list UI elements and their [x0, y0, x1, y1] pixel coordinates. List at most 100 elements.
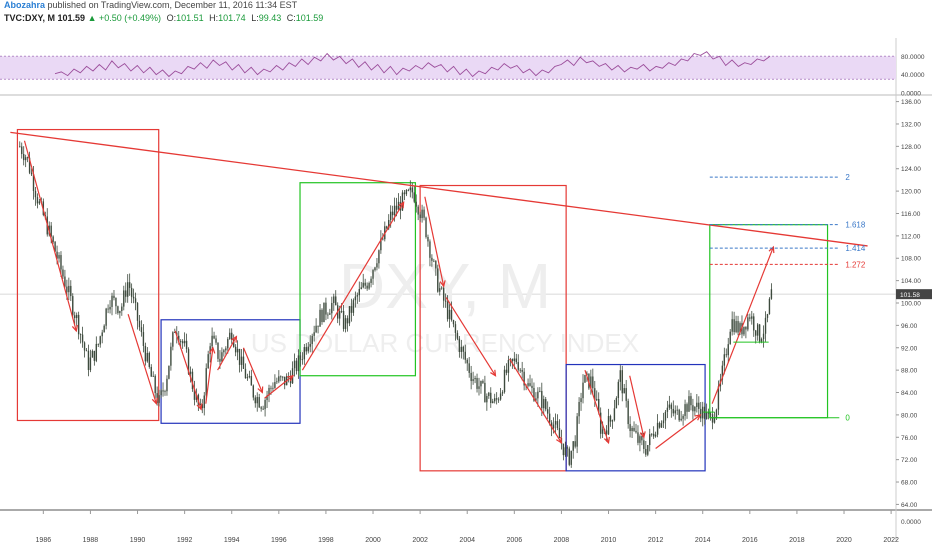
candle-body	[764, 317, 767, 334]
candle-body	[150, 366, 152, 377]
x-tick-label: 2020	[836, 537, 852, 544]
candle-body	[199, 404, 202, 405]
candle-body	[631, 427, 633, 432]
candle-body	[582, 382, 584, 399]
candle-body	[140, 327, 143, 333]
candle-body	[301, 359, 304, 361]
arrow-head	[286, 374, 295, 382]
candle-body	[354, 296, 357, 301]
arrow-head	[556, 436, 563, 445]
lower-axis-label: 0.0000	[901, 519, 921, 526]
y-tick-label: 112.00	[901, 233, 921, 240]
candle-body	[56, 251, 58, 259]
candle-body	[462, 346, 464, 352]
candle-body	[338, 311, 341, 319]
candle-body	[580, 398, 582, 402]
candle-body	[609, 416, 612, 422]
candle-body	[552, 424, 555, 429]
candle-body	[723, 354, 726, 366]
candle-body	[74, 315, 76, 319]
candle-body	[21, 146, 23, 155]
candle-body	[352, 300, 355, 313]
arrow-head	[71, 324, 78, 333]
x-tick-label: 1994	[224, 537, 240, 544]
candle-body	[282, 376, 284, 378]
candle-body	[474, 378, 476, 380]
candle-body	[376, 263, 378, 268]
candle-body	[503, 369, 506, 393]
candle-body	[747, 317, 749, 330]
candle-body	[297, 355, 300, 372]
candle-body	[607, 416, 610, 435]
change-up-icon: ▲	[87, 13, 97, 23]
candle-body	[262, 408, 264, 410]
candle-body	[244, 368, 247, 379]
candle-body	[566, 447, 569, 449]
candle-body	[703, 406, 706, 419]
candle-body	[154, 375, 156, 394]
y-tick-label: 72.00	[901, 457, 918, 464]
candle-body	[372, 270, 374, 279]
candle-body	[435, 260, 437, 269]
x-tick-label: 1996	[271, 537, 287, 544]
candle-body	[185, 340, 188, 350]
candle-body	[709, 413, 712, 415]
candle-body	[623, 388, 625, 394]
candle-body	[346, 318, 349, 324]
candle-body	[419, 214, 421, 219]
candle-body	[743, 326, 745, 335]
candle-body	[727, 344, 729, 356]
arrow-head	[490, 369, 497, 377]
y-tick-label: 136.00	[901, 99, 921, 106]
candle-body	[191, 371, 194, 390]
price-change: +0.50 (+0.49%)	[99, 13, 162, 23]
candle-body	[756, 324, 759, 336]
candle-body	[517, 362, 519, 370]
candle-body	[178, 335, 180, 343]
candle-body	[256, 397, 258, 404]
candle-body	[546, 409, 549, 414]
arrow-head	[231, 335, 238, 343]
candle-body	[448, 309, 451, 320]
candle-body	[350, 306, 353, 313]
high-value: 101.74	[218, 13, 246, 23]
candle-body	[119, 310, 121, 314]
candle-body	[425, 217, 427, 238]
trend-arrow	[655, 414, 701, 449]
candle-body	[58, 255, 60, 259]
candle-body	[633, 427, 635, 431]
candle-body	[356, 295, 359, 297]
candle-body	[189, 371, 192, 374]
y-tick-label: 128.00	[901, 144, 921, 151]
candle-body	[639, 436, 641, 443]
candle-body	[527, 383, 529, 386]
candle-body	[23, 154, 25, 161]
candle-body	[574, 441, 576, 447]
candle-body	[442, 287, 445, 301]
x-tick-label: 2014	[695, 537, 711, 544]
candle-body	[164, 391, 166, 393]
candle-body	[692, 405, 694, 412]
candle-body	[521, 370, 523, 372]
candle-body	[305, 347, 307, 352]
candle-body	[36, 197, 39, 204]
candle-body	[87, 350, 90, 371]
candle-body	[111, 295, 113, 307]
candle-body	[651, 433, 653, 435]
y-tick-label: 116.00	[901, 211, 921, 218]
x-tick-label: 1998	[318, 537, 334, 544]
candle-body	[523, 371, 525, 386]
candle-body	[258, 397, 260, 408]
candle-body	[421, 209, 423, 219]
candle-body	[554, 421, 557, 425]
symbol-info: TVC:DXY, M 101.59 ▲ +0.50 (+0.49%) O:101…	[4, 13, 323, 23]
candle-body	[95, 343, 98, 361]
candle-body	[72, 296, 74, 316]
author-name[interactable]: Abozahra	[4, 0, 46, 10]
candle-body	[364, 282, 366, 286]
candle-body	[713, 417, 716, 423]
candle-body	[572, 441, 574, 451]
candle-body	[484, 382, 486, 403]
arrow-head	[209, 346, 216, 354]
